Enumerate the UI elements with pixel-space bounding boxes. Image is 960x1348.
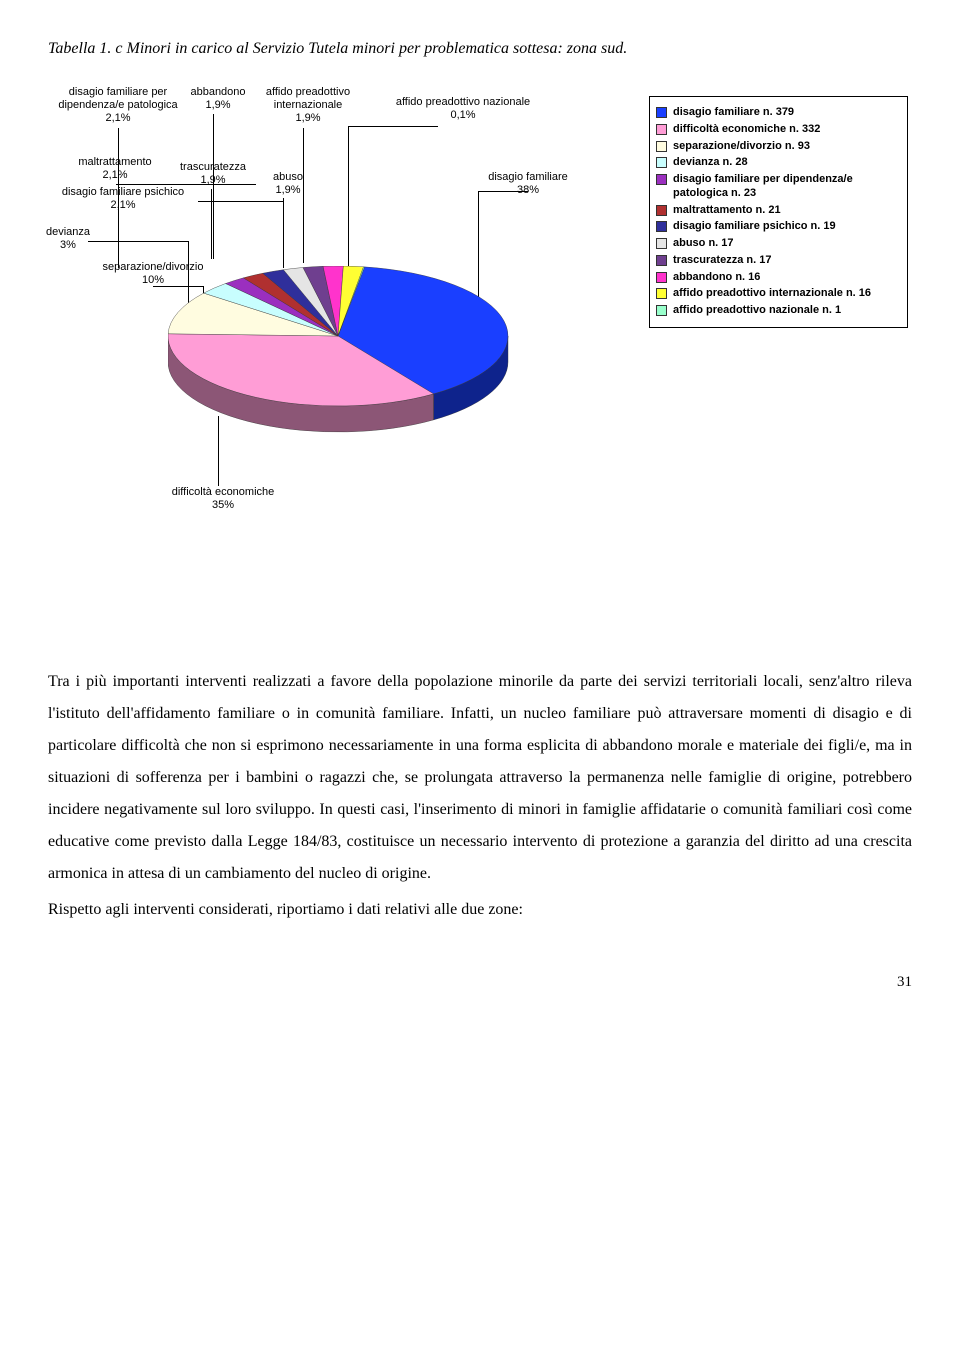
paragraph: Rispetto agli interventi considerati, ri…: [48, 894, 912, 926]
annot-text: 1,9%: [263, 184, 313, 197]
legend-item: abbandono n. 16: [656, 271, 901, 285]
annot-text: 2,1%: [70, 169, 160, 182]
legend-item: abuso n. 17: [656, 237, 901, 251]
legend-item: disagio familiare per dipendenza/e patol…: [656, 173, 901, 201]
legend-item: separazione/divorzio n. 93: [656, 140, 901, 154]
legend-swatch: [656, 221, 667, 232]
leader-line: [303, 128, 304, 263]
annot-affido-int: affido preadottivo internazionale 1,9%: [258, 86, 358, 126]
annot-text: affido preadottivo nazionale: [383, 96, 543, 109]
annot-devianza: devianza 3%: [38, 226, 98, 252]
legend-label: maltrattamento n. 21: [673, 204, 781, 218]
legend-label: separazione/divorzio n. 93: [673, 140, 810, 154]
legend-item: trascuratezza n. 17: [656, 254, 901, 268]
table-title: Tabella 1. c Minori in carico al Servizi…: [48, 40, 912, 58]
annot-text: difficoltà economiche: [158, 486, 288, 499]
annot-text: affido preadottivo: [258, 86, 358, 99]
legend-label: difficoltà economiche n. 332: [673, 123, 820, 137]
annot-text: dipendenza/e patologica: [48, 99, 188, 112]
annot-text: maltrattamento: [70, 156, 160, 169]
legend-label: devianza n. 28: [673, 156, 748, 170]
legend-item: affido preadottivo internazionale n. 16: [656, 287, 901, 301]
legend-swatch: [656, 124, 667, 135]
pie-chart-area: disagio familiare per dipendenza/e patol…: [48, 86, 908, 546]
leader-line: [348, 126, 438, 127]
body-text: Tra i più importanti interventi realizza…: [48, 666, 912, 926]
annot-maltrattamento: maltrattamento 2,1%: [70, 156, 160, 182]
legend-item: difficoltà economiche n. 332: [656, 123, 901, 137]
legend-item: disagio familiare n. 379: [656, 106, 901, 120]
legend-swatch: [656, 174, 667, 185]
leader-line: [348, 126, 349, 266]
legend-label: affido preadottivo nazionale n. 1: [673, 304, 841, 318]
annot-disagio-fam: disagio familiare 38%: [478, 171, 578, 197]
annot-text: abbandono: [188, 86, 248, 99]
legend-item: affido preadottivo nazionale n. 1: [656, 304, 901, 318]
leader-line: [118, 128, 119, 268]
annot-text: disagio familiare: [478, 171, 578, 184]
annot-text: 2,1%: [48, 199, 198, 212]
legend-swatch: [656, 205, 667, 216]
annot-text: 1,9%: [258, 112, 358, 125]
legend-swatch: [656, 255, 667, 266]
annot-text: disagio familiare psichico: [48, 186, 198, 199]
annot-abuso: abuso 1,9%: [263, 171, 313, 197]
annot-text: 1,9%: [188, 99, 248, 112]
leader-line: [116, 184, 256, 185]
annot-text: 35%: [158, 499, 288, 512]
annot-text: 0,1%: [383, 109, 543, 122]
annot-difficolta: difficoltà economiche 35%: [158, 486, 288, 512]
legend-label: affido preadottivo internazionale n. 16: [673, 287, 871, 301]
leader-line: [213, 114, 214, 259]
legend-label: disagio familiare n. 379: [673, 106, 794, 120]
legend-swatch: [656, 107, 667, 118]
legend-label: disagio familiare psichico n. 19: [673, 220, 836, 234]
annot-affido-naz: affido preadottivo nazionale 0,1%: [383, 96, 543, 122]
legend-swatch: [656, 288, 667, 299]
legend-label: trascuratezza n. 17: [673, 254, 771, 268]
page-number: 31: [48, 974, 912, 991]
annot-text: abuso: [263, 171, 313, 184]
leader-line: [283, 198, 284, 268]
pie-chart: [168, 266, 528, 469]
legend-label: abbandono n. 16: [673, 271, 760, 285]
legend-swatch: [656, 238, 667, 249]
legend-swatch: [656, 141, 667, 152]
legend-swatch: [656, 157, 667, 168]
annot-text: 2,1%: [48, 112, 188, 125]
annot-dip-patologica: disagio familiare per dipendenza/e patol…: [48, 86, 188, 126]
annot-psichico: disagio familiare psichico 2,1%: [48, 186, 198, 212]
leader-line: [88, 241, 188, 242]
leader-line: [211, 189, 212, 259]
legend-item: maltrattamento n. 21: [656, 204, 901, 218]
legend-swatch: [656, 305, 667, 316]
legend-item: disagio familiare psichico n. 19: [656, 220, 901, 234]
annot-abbandono: abbandono 1,9%: [188, 86, 248, 112]
chart-legend: disagio familiare n. 379 difficoltà econo…: [649, 96, 908, 328]
legend-item: devianza n. 28: [656, 156, 901, 170]
legend-label: abuso n. 17: [673, 237, 734, 251]
leader-line: [478, 191, 528, 192]
legend-label: disagio familiare per dipendenza/e patol…: [673, 173, 901, 201]
legend-swatch: [656, 272, 667, 283]
annot-text: disagio familiare per: [48, 86, 188, 99]
annot-text: internazionale: [258, 99, 358, 112]
annot-text: devianza: [38, 226, 98, 239]
paragraph: Tra i più importanti interventi realizza…: [48, 666, 912, 890]
